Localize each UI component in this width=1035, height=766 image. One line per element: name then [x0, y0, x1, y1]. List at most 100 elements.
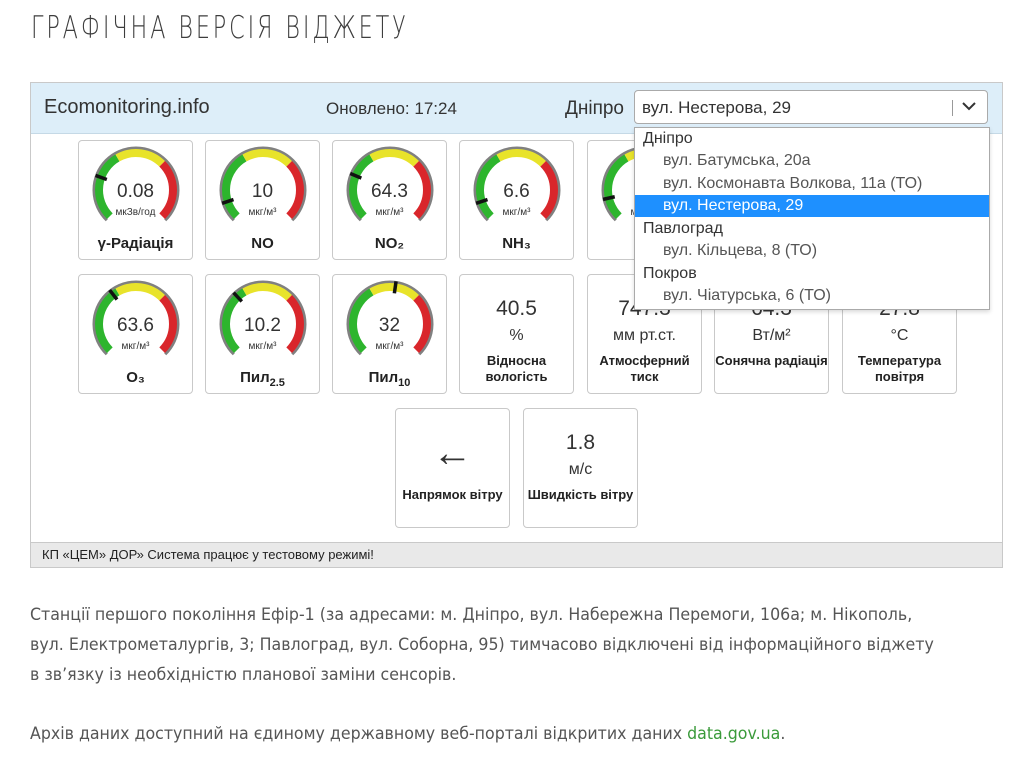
dropdown-option[interactable]: вул. Космонавта Волкова, 11а (ТО) [663, 175, 923, 192]
city-label: Дніпро [565, 98, 625, 119]
gauge-label: Пил2.5 [206, 369, 319, 389]
tile-label: Атмосферний тиск [599, 353, 690, 384]
gauge-rim [92, 280, 180, 356]
gauge-card-o3: 63.6 мкг/м³ O₃ [78, 274, 193, 394]
brand-name: Ecomonitoring.info [44, 96, 210, 118]
widget-header: Ecomonitoring.info Оновлено: 17:24 Дніпр… [31, 83, 1002, 134]
gauge-label: NH₃ [502, 235, 531, 252]
gauge-arc-segment [413, 295, 431, 353]
gauge-card-pm25: 10.2 мкг/м³ Пил2.5 [205, 274, 320, 394]
gauge-unit: мкг/м³ [502, 207, 531, 218]
gauge-dial [219, 146, 307, 222]
gauge-arc-segment [369, 149, 419, 167]
gauge-rim [219, 280, 307, 356]
station-select[interactable]: вул. Нестерова, 29 [634, 90, 988, 124]
gauge-label-sub: 10 [398, 377, 411, 389]
gauge-arc-segment [349, 154, 374, 219]
gauge-dial [92, 146, 180, 222]
gauge-value: 0.08 [117, 181, 154, 202]
gauge-arc-segment [222, 154, 247, 219]
gauge-arc-segment [242, 283, 292, 301]
gauge-label: NO [251, 235, 274, 252]
dropdown-group-pavlohrad: Павлоград [643, 220, 723, 237]
gauge-unit: мкг/м³ [375, 341, 404, 352]
gauge-unit: мкг/м³ [248, 207, 277, 218]
gauge-arc-segment [604, 154, 629, 219]
gauge-arc-segment [286, 161, 304, 219]
gauge-needle [232, 291, 244, 303]
tile-value: 1.8 [565, 431, 596, 454]
gauge-rim [219, 146, 307, 222]
gauge-dial [92, 280, 180, 356]
footer-text: КП «ЦЕМ» ДОР» Система працює у тестовому… [42, 547, 374, 562]
gauge-rim [346, 280, 434, 356]
gauge-arc-segment [115, 149, 165, 167]
dropdown-option[interactable]: вул. Чіатурська, 6 (ТО) [663, 287, 831, 304]
gauge-dial [473, 146, 561, 222]
archive-paragraph: Архів даних доступний на єдиному державн… [30, 719, 941, 749]
gauge-arc-segment [242, 149, 292, 167]
gauge-arc-segment [349, 288, 374, 353]
gauge-arc-segment [159, 161, 177, 219]
gauge-needle [349, 171, 363, 180]
dropdown-option-selected[interactable]: вул. Нестерова, 29 [635, 195, 989, 217]
gauge-label: Пил10 [333, 369, 446, 389]
widget-footer: КП «ЦЕМ» ДОР» Система працює у тестовому… [31, 542, 1002, 567]
tile-label: Швидкість вітру [527, 487, 634, 502]
dropdown-group-pokrov: Покров [643, 265, 697, 282]
gauge-needle [94, 173, 108, 182]
gauge-arc-segment [159, 295, 177, 353]
gauge-rim [473, 146, 561, 222]
dropdown-group-dnipro: Дніпро [643, 130, 693, 147]
gauge-value: 6.6 [503, 181, 530, 202]
tile-label: Температура повітря [857, 353, 942, 384]
page-title: ГРАФІЧНА ВЕРСІЯ ВІДЖЕТУ [31, 10, 409, 46]
gauge-unit: мкг/м³ [248, 341, 277, 352]
gauge-unit: мкЗв/год [115, 207, 156, 218]
gauge-arc-segment [413, 161, 431, 219]
gauge-unit: мкг/м³ [121, 341, 150, 352]
gauge-card-pm10: 32 мкг/м³ Пил10 [332, 274, 447, 394]
station-select-value: вул. Нестерова, 29 [642, 98, 791, 117]
gauge-arc-segment [95, 288, 120, 353]
tile-label: Відносна вологість [485, 353, 548, 384]
dropdown-option[interactable]: вул. Батумська, 20а [663, 152, 811, 169]
archive-text: Архів даних доступний на єдиному державн… [30, 724, 688, 744]
gauge-arc-segment [115, 283, 165, 301]
gauge-value: 32 [378, 315, 401, 336]
arrow-left-icon: ← [432, 431, 473, 475]
info-paragraph: Станції першого покоління Ефір-1 (за адр… [30, 605, 934, 685]
gauge-arc-segment [496, 149, 546, 167]
gauge-label-text: Пил [368, 369, 399, 386]
select-separator [952, 100, 953, 116]
tile-unit: Вт/м² [752, 327, 791, 344]
tile-value: 40.5 [496, 297, 537, 320]
tile-humidity: 40.5 % Відносна вологість [459, 274, 574, 394]
gauge-needle [221, 197, 235, 205]
data-gov-link[interactable]: data.gov.ua [687, 724, 781, 744]
gauge-card-nh3: 6.6 мкг/м³ NH₃ [459, 140, 574, 260]
gauge-label-sub: 2.5 [269, 377, 285, 389]
gauge-needle [108, 288, 119, 301]
gauge-card-radiation: 0.08 мкЗв/год γ-Радіація [78, 140, 193, 260]
gauge-dial [346, 280, 434, 356]
dropdown-option[interactable]: вул. Кільцева, 8 (ТО) [663, 242, 818, 259]
gauge-arc-segment [95, 154, 120, 219]
station-dropdown-list[interactable]: Дніпро вул. Батумська, 20а вул. Космонав… [634, 127, 990, 310]
gauge-label: O₃ [126, 369, 145, 386]
gauge-card-no: 10 мкг/м³ NO [205, 140, 320, 260]
gauge-label: NO₂ [374, 235, 405, 252]
tile-unit: мм рт.ст. [613, 327, 676, 344]
gauge-value: 10 [251, 181, 274, 202]
gauge-needle [602, 195, 616, 202]
gauge-needle [392, 281, 398, 294]
gauge-label-text: Пил [240, 369, 270, 386]
gauge-arc-segment [540, 161, 558, 219]
gauge-dial [219, 280, 307, 356]
gauge-value: 64.3 [371, 181, 408, 202]
gauge-label: γ-Радіація [97, 235, 174, 252]
gauge-arc-segment [476, 154, 501, 219]
gauge-unit: мкг/м³ [375, 207, 404, 218]
tile-unit: °C [890, 327, 909, 344]
chevron-down-icon[interactable] [960, 96, 978, 116]
